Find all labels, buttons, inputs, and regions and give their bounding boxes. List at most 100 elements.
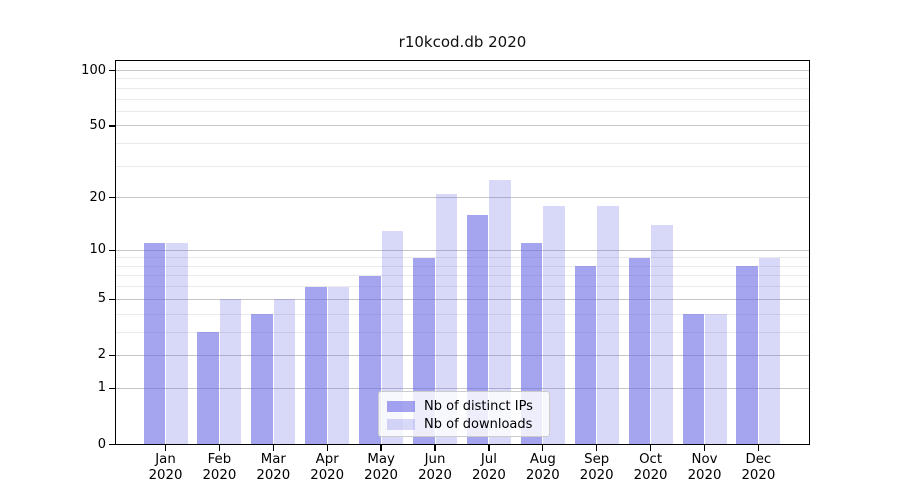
gridline-major-50 [115, 125, 810, 127]
bar-nb-of-downloads-dec [758, 257, 781, 445]
x-tick-label-jun: Jun 2020 [404, 452, 466, 485]
x-tick-may [380, 444, 382, 451]
x-tick-month: Nov [691, 451, 718, 467]
bar-nb-of-distinct-ips-nov [682, 314, 704, 445]
x-tick-label-apr: Apr 2020 [296, 452, 358, 485]
x-tick-label-jul: Jul 2020 [458, 452, 520, 485]
x-tick-month: Aug [529, 451, 556, 467]
gridline-minor-7 [115, 275, 810, 277]
chart-title: r10kcod.db 2020 [398, 33, 527, 51]
gridline-minor-60 [115, 110, 810, 112]
x-tick-year: 2020 [418, 468, 452, 483]
bar-nb-of-distinct-ips-jul [466, 214, 489, 445]
y-tick-50 [109, 125, 115, 127]
x-tick-month: Mar [260, 451, 286, 467]
legend-label-nb-of-distinct-ips: Nb of distinct IPs [424, 398, 533, 414]
x-tick-nov [703, 444, 706, 451]
x-tick-month: Dec [745, 451, 772, 467]
legend: Nb of distinct IPs Nb of downloads [378, 391, 550, 437]
y-tick-label-10: 10 [89, 242, 106, 258]
x-tick-apr [326, 444, 328, 451]
x-tick-jan [164, 444, 167, 451]
y-tick-10 [109, 249, 115, 251]
x-tick-label-feb: Feb 2020 [188, 452, 250, 485]
x-tick-year: 2020 [741, 468, 776, 483]
bar-nb-of-distinct-ips-may [359, 275, 381, 445]
x-tick-label-nov: Nov 2020 [674, 452, 736, 485]
y-tick-label-0: 0 [97, 436, 106, 452]
gridline-major-2 [115, 354, 810, 356]
gridline-major-5 [115, 298, 810, 300]
y-tick-20 [109, 197, 115, 199]
y-tick-5 [109, 298, 115, 300]
x-tick-mar [272, 444, 274, 451]
bar-nb-of-distinct-ips-feb [197, 332, 219, 445]
x-tick-label-jan: Jan 2020 [135, 452, 197, 485]
x-tick-month: Jul [480, 451, 497, 467]
x-tick-month: May [367, 451, 395, 467]
x-tick-label-may: May 2020 [350, 452, 412, 485]
legend-label-nb-of-downloads: Nb of downloads [424, 416, 533, 432]
x-tick-label-aug: Aug 2020 [512, 452, 574, 485]
bar-nb-of-distinct-ips-jan [143, 243, 165, 445]
bar-nb-of-downloads-nov [705, 314, 727, 445]
bar-nb-of-distinct-ips-mar [251, 314, 273, 445]
x-tick-jul [488, 444, 490, 451]
y-tick-label-50: 50 [89, 117, 106, 133]
bar-nb-of-downloads-jun [435, 194, 457, 445]
gridline-minor-8 [115, 265, 810, 267]
bar-nb-of-downloads-aug [543, 205, 565, 445]
bar-nb-of-downloads-apr [327, 286, 350, 445]
gridline-major-100 [115, 70, 810, 72]
gridline-major-1 [115, 387, 810, 389]
bar-nb-of-distinct-ips-sep [574, 266, 597, 445]
x-tick-sep [596, 444, 598, 451]
legend-item-nb-of-downloads: Nb of downloads [387, 415, 541, 433]
bar-nb-of-downloads-mar [273, 299, 296, 445]
y-tick-label-5: 5 [97, 291, 106, 307]
gridline-minor-90 [115, 78, 810, 80]
x-tick-aug [542, 444, 544, 451]
x-tick-month: Sep [584, 451, 610, 467]
bar-nb-of-downloads-sep [597, 205, 619, 445]
x-tick-year: 2020 [687, 468, 722, 483]
bar-nb-of-downloads-jul [489, 180, 511, 445]
bar-nb-of-downloads-jan [166, 243, 188, 445]
gridline-minor-9 [115, 257, 810, 259]
gridline-major-10 [115, 249, 810, 251]
x-tick-year: 2020 [633, 468, 668, 483]
x-tick-oct [649, 444, 652, 451]
x-tick-jun [434, 444, 436, 451]
x-tick-year: 2020 [525, 468, 560, 483]
gridline-minor-80 [115, 87, 810, 89]
x-tick-year: 2020 [148, 468, 183, 483]
gridline-minor-30 [115, 165, 810, 167]
y-tick-2 [109, 354, 115, 357]
x-tick-month: Feb [207, 451, 232, 467]
gridline-minor-40 [115, 143, 810, 145]
x-tick-dec [757, 444, 760, 451]
gridline-major-20 [115, 197, 810, 199]
x-tick-year: 2020 [310, 468, 345, 483]
gridline-minor-4 [115, 313, 810, 315]
gridline-minor-6 [115, 286, 810, 288]
y-tick-label-1: 1 [97, 380, 106, 396]
y-tick-label-100: 100 [81, 62, 106, 78]
x-tick-feb [218, 444, 221, 451]
x-tick-month: Apr [315, 451, 339, 467]
x-tick-month: Oct [639, 451, 663, 467]
bar-nb-of-distinct-ips-dec [736, 266, 758, 445]
x-tick-label-oct: Oct 2020 [620, 452, 682, 485]
y-tick-1 [109, 387, 115, 389]
bar-nb-of-distinct-ips-apr [305, 286, 327, 445]
bar-nb-of-distinct-ips-oct [628, 257, 651, 445]
bar-nb-of-downloads-oct [651, 225, 673, 445]
gridline-minor-3 [115, 331, 810, 333]
x-tick-year: 2020 [256, 468, 291, 483]
x-tick-month: Jan [155, 451, 176, 467]
x-tick-month: Jun [424, 451, 446, 467]
y-tick-label-20: 20 [89, 189, 106, 205]
y-tick-label-2: 2 [97, 347, 106, 363]
y-tick-0 [109, 443, 115, 446]
